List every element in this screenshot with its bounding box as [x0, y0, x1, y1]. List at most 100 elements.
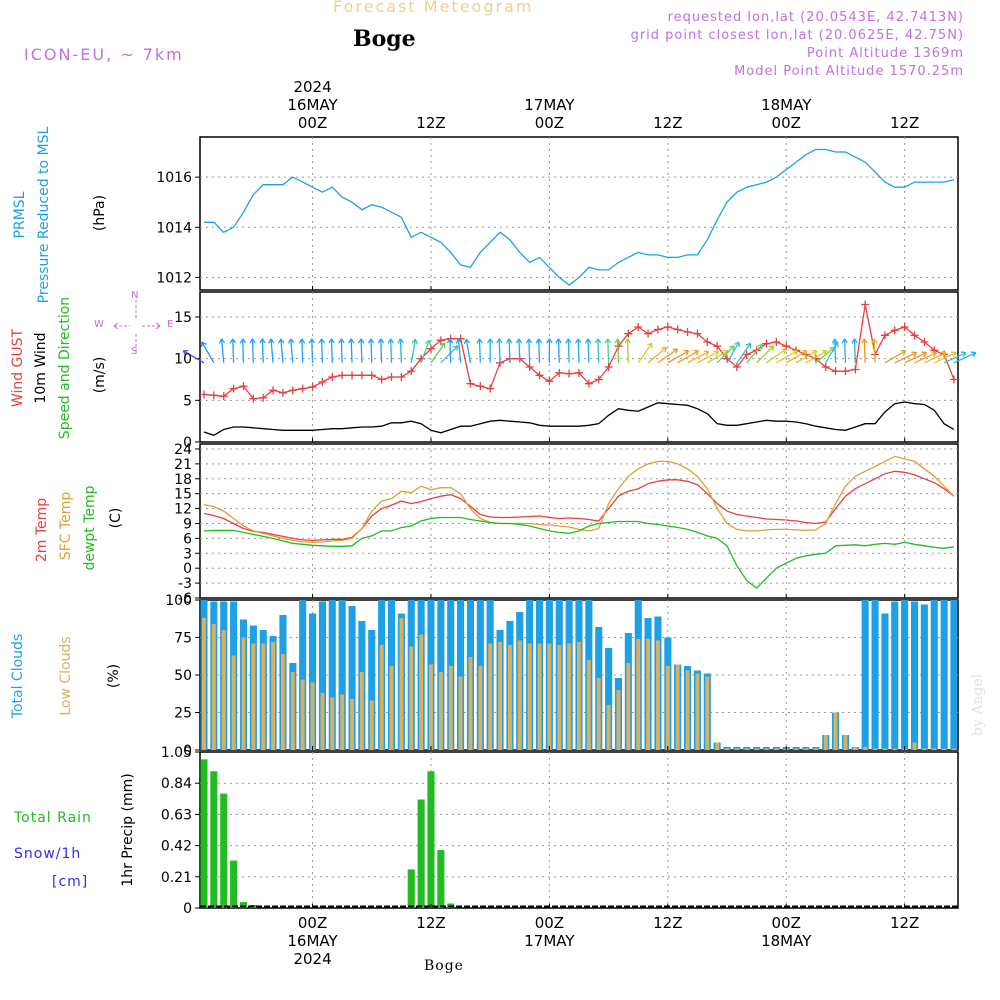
- precip-bar: [437, 850, 445, 908]
- wind-arrow-head: [661, 346, 668, 353]
- top-time-label: 12Z: [890, 114, 919, 132]
- clouds-bar: [813, 748, 818, 750]
- gust-marker: [673, 325, 682, 334]
- wind-arrow: [390, 338, 393, 363]
- clouds-bar: [804, 748, 808, 750]
- wind-arrow: [924, 352, 947, 364]
- clouds-bar: [952, 748, 956, 750]
- wind-arrow: [805, 350, 828, 364]
- wind-arrow: [528, 338, 531, 363]
- wind-arrow-head: [841, 338, 848, 344]
- wind-arrow: [220, 338, 225, 363]
- precip-tick-label: 0.84: [161, 776, 192, 792]
- clouds-bar: [596, 678, 601, 750]
- gust-marker: [742, 350, 751, 359]
- footer-location: Boge: [424, 958, 464, 974]
- clouds-bar: [300, 679, 305, 750]
- wind-arrow: [706, 350, 729, 364]
- gust-marker: [950, 375, 958, 384]
- precip-bar: [200, 759, 208, 908]
- temp-tick-label: -6: [178, 591, 192, 607]
- wind-arrow: [726, 341, 740, 364]
- clouds-bar: [626, 663, 631, 750]
- wind-arrow-head: [535, 338, 543, 344]
- gust-marker: [288, 386, 297, 395]
- gust-marker: [338, 371, 347, 380]
- compass-e: E: [167, 319, 174, 330]
- clouds-bar: [508, 645, 512, 750]
- wind-arrow: [201, 341, 215, 364]
- clouds-bar: [498, 642, 502, 750]
- bottom-time-label: 00Z: [535, 914, 564, 932]
- requested-coords: requested lon,lat (20.0543E, 42.7413N): [667, 10, 964, 25]
- gust-marker: [584, 379, 593, 388]
- gust-marker: [782, 342, 791, 351]
- wind-arrow-head: [268, 338, 275, 344]
- wind-arrow: [746, 344, 763, 364]
- clouds-bar: [675, 664, 680, 750]
- wind-arrow-head: [792, 349, 798, 356]
- clouds-bar: [605, 648, 613, 750]
- gust-marker: [644, 329, 653, 338]
- wind-arrow: [350, 338, 353, 363]
- temp-tick-label: 9: [183, 516, 192, 532]
- wind-arrow-head: [604, 338, 612, 344]
- gust-marker: [259, 393, 268, 402]
- gust-marker: [535, 371, 544, 380]
- clouds-bar: [379, 645, 384, 750]
- clouds-bar: [940, 600, 948, 750]
- wind-arrow-head: [411, 338, 418, 345]
- clouds-bar: [912, 742, 917, 750]
- clouds-bar: [399, 618, 404, 750]
- clouds-bar: [517, 640, 522, 750]
- clouds-bar: [211, 624, 216, 750]
- wind-arrow: [478, 338, 481, 363]
- gust-marker: [861, 300, 870, 309]
- prmsl-line: [204, 148, 955, 286]
- wind-arrow-head: [768, 345, 775, 351]
- bottom-time-label: 16MAY: [287, 932, 338, 950]
- wind-arrow-head: [647, 342, 653, 349]
- sfc-temp-line: [203, 455, 955, 544]
- clouds-bar: [932, 748, 937, 750]
- clouds-bar: [320, 693, 325, 750]
- gust-marker: [624, 329, 633, 338]
- wind-arrow-head: [734, 341, 740, 348]
- bottom-time-label: 12Z: [653, 914, 682, 932]
- gust-marker: [328, 373, 337, 381]
- wind-arrow-head: [900, 349, 907, 356]
- wind-arrow: [873, 338, 876, 363]
- wind-arrow: [370, 338, 373, 363]
- wind-arrow: [914, 352, 937, 364]
- clouds-bar: [715, 742, 720, 750]
- clouds-bar: [448, 666, 453, 750]
- wind-arrow-head: [259, 338, 266, 344]
- wind-arrow: [420, 340, 430, 364]
- wind-arrow: [943, 352, 967, 364]
- wind-arrow: [251, 338, 254, 363]
- wind-arrow: [518, 338, 521, 363]
- wind-arrow: [894, 352, 917, 364]
- wind-arrow: [795, 350, 818, 364]
- gust-marker: [555, 368, 564, 377]
- clouds-bar: [922, 748, 927, 750]
- wind-arrow-head: [729, 345, 735, 351]
- precip-frame: [199, 751, 959, 909]
- clouds-tick-label: 50: [174, 668, 192, 684]
- compass-w: W: [94, 319, 104, 330]
- clouds-bar: [488, 643, 493, 750]
- gust-marker: [821, 363, 830, 371]
- clouds-bar: [665, 666, 670, 750]
- dewpt-temp-line: [203, 516, 955, 589]
- clouds-bar: [833, 712, 838, 750]
- gust-marker: [466, 379, 475, 388]
- wind-arrow: [301, 338, 304, 363]
- compass-cross: [114, 300, 160, 352]
- gust-marker: [446, 334, 455, 343]
- gust-marker: [575, 368, 583, 377]
- clouds-bar: [429, 664, 433, 750]
- wind-arrow: [677, 350, 699, 364]
- temp-frame: [199, 443, 959, 599]
- wind-arrow: [567, 338, 570, 363]
- wind-arrow: [647, 346, 667, 364]
